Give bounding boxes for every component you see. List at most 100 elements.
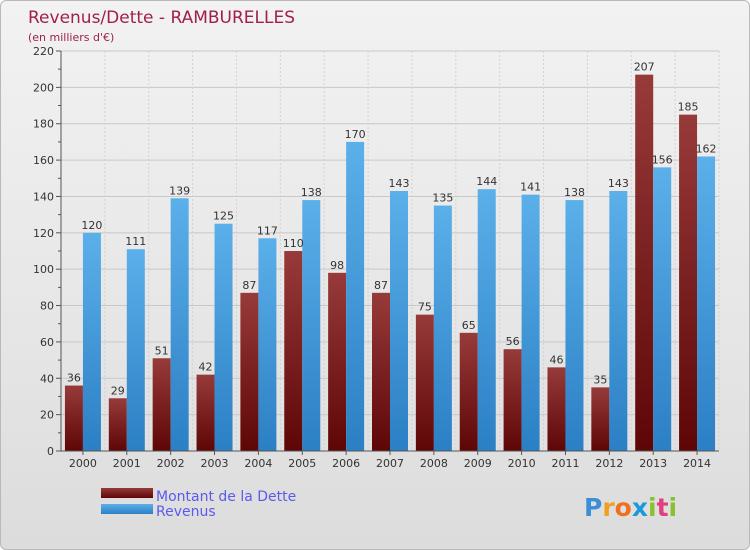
legend: Montant de la Dette Revenus — [101, 488, 296, 520]
legend-swatch-dette — [101, 488, 153, 498]
data-label: 35 — [593, 373, 607, 386]
data-label: 162 — [696, 142, 717, 155]
logo-letter: r — [602, 493, 615, 522]
bar-dette — [679, 114, 698, 452]
logo-letter: i — [669, 493, 678, 522]
x-tick-label: 2003 — [201, 457, 229, 470]
bar-revenus — [477, 189, 496, 451]
bar-dette — [284, 251, 303, 451]
bar-revenus — [346, 141, 365, 451]
y-tick-label: 140 — [33, 190, 54, 203]
bar-dette — [503, 349, 522, 451]
x-tick-label: 2000 — [69, 457, 97, 470]
x-tick-label: 2011 — [551, 457, 579, 470]
bar-dette — [328, 272, 347, 451]
bar-revenus — [521, 194, 540, 452]
bar-revenus — [258, 238, 277, 451]
data-label: 143 — [608, 177, 629, 190]
data-label: 87 — [242, 279, 256, 292]
x-tick-label: 2010 — [508, 457, 536, 470]
y-tick-label: 160 — [33, 154, 54, 167]
data-label: 111 — [125, 235, 146, 248]
bar-dette — [591, 387, 610, 451]
legend-label-revenus: Revenus — [156, 504, 216, 520]
bar-dette — [240, 292, 259, 451]
bar-revenus — [82, 232, 101, 451]
x-tick-label: 2012 — [595, 457, 623, 470]
bar-revenus — [433, 205, 452, 451]
x-tick-label: 2007 — [376, 457, 404, 470]
data-label: 156 — [652, 153, 673, 166]
data-label: 29 — [111, 384, 125, 397]
chart-subtitle: (en milliers d'€) — [28, 31, 114, 44]
bar-revenus — [565, 200, 584, 451]
bar-dette — [415, 314, 434, 451]
bar-revenus — [390, 191, 408, 451]
data-label: 141 — [520, 181, 541, 194]
data-label: 139 — [169, 184, 190, 197]
bar-dette — [372, 292, 390, 451]
y-tick-label: 200 — [33, 81, 54, 94]
logo-letter: x — [632, 493, 648, 522]
data-label: 65 — [462, 319, 476, 332]
data-label: 144 — [476, 175, 497, 188]
x-tick-label: 2001 — [113, 457, 141, 470]
data-label: 87 — [374, 279, 388, 292]
y-tick-label: 60 — [40, 336, 54, 349]
y-tick-label: 20 — [40, 409, 54, 422]
bars — [64, 74, 716, 452]
bar-dette — [108, 398, 127, 451]
x-tick-label: 2002 — [157, 457, 185, 470]
x-tick-label: 2014 — [683, 457, 711, 470]
bar-dette — [196, 374, 215, 451]
data-label: 138 — [564, 186, 585, 199]
bar-dette — [547, 367, 566, 451]
y-tick-label: 220 — [33, 45, 54, 58]
x-tick-label: 2013 — [639, 457, 667, 470]
data-label: 110 — [283, 237, 304, 250]
data-label: 36 — [67, 372, 81, 385]
logo-letter: i — [648, 493, 657, 522]
legend-swatch-revenus — [101, 504, 153, 514]
logo-letter: P — [584, 493, 602, 522]
data-label: 185 — [678, 101, 699, 114]
logo-letter: o — [615, 493, 632, 522]
y-tick-label: 100 — [33, 263, 54, 276]
data-labels: 36 120 29 111 51 139 42 125 87 117 110 138 98 170 87 14… — [67, 61, 717, 398]
axes: 0 20 40 60 80 100 120 140 160 180 200 220 2000 2001 20… — [33, 45, 719, 470]
bar-revenus — [697, 156, 716, 452]
x-tick-label: 2009 — [464, 457, 492, 470]
data-label: 56 — [506, 335, 520, 348]
y-tick-label: 180 — [33, 118, 54, 131]
data-label: 125 — [213, 210, 234, 223]
legend-label-dette: Montant de la Dette — [156, 489, 296, 505]
data-label: 138 — [301, 186, 322, 199]
bar-dette — [635, 74, 654, 452]
logo-letter: t — [657, 493, 669, 522]
bar-revenus — [302, 200, 321, 451]
bar-revenus — [126, 249, 145, 451]
data-label: 46 — [549, 353, 563, 366]
y-tick-label: 80 — [40, 300, 54, 313]
y-tick-label: 120 — [33, 227, 54, 240]
data-label: 143 — [389, 177, 410, 190]
x-tick-label: 2006 — [332, 457, 360, 470]
bar-revenus — [170, 198, 189, 451]
bar-revenus — [609, 191, 628, 451]
data-label: 42 — [199, 361, 213, 374]
data-label: 75 — [418, 301, 432, 314]
data-label: 120 — [81, 219, 102, 232]
x-tick-label: 2008 — [420, 457, 448, 470]
bar-revenus — [653, 167, 672, 451]
bar-dette — [459, 332, 478, 451]
data-label: 117 — [257, 224, 278, 237]
bar-revenus — [214, 223, 233, 451]
bar-dette — [152, 358, 171, 451]
y-tick-label: 0 — [47, 445, 54, 458]
data-label: 207 — [634, 61, 655, 74]
data-label: 135 — [432, 192, 453, 205]
chart-title: Revenus/Dette - RAMBURELLES — [28, 8, 295, 28]
data-label: 98 — [330, 259, 344, 272]
